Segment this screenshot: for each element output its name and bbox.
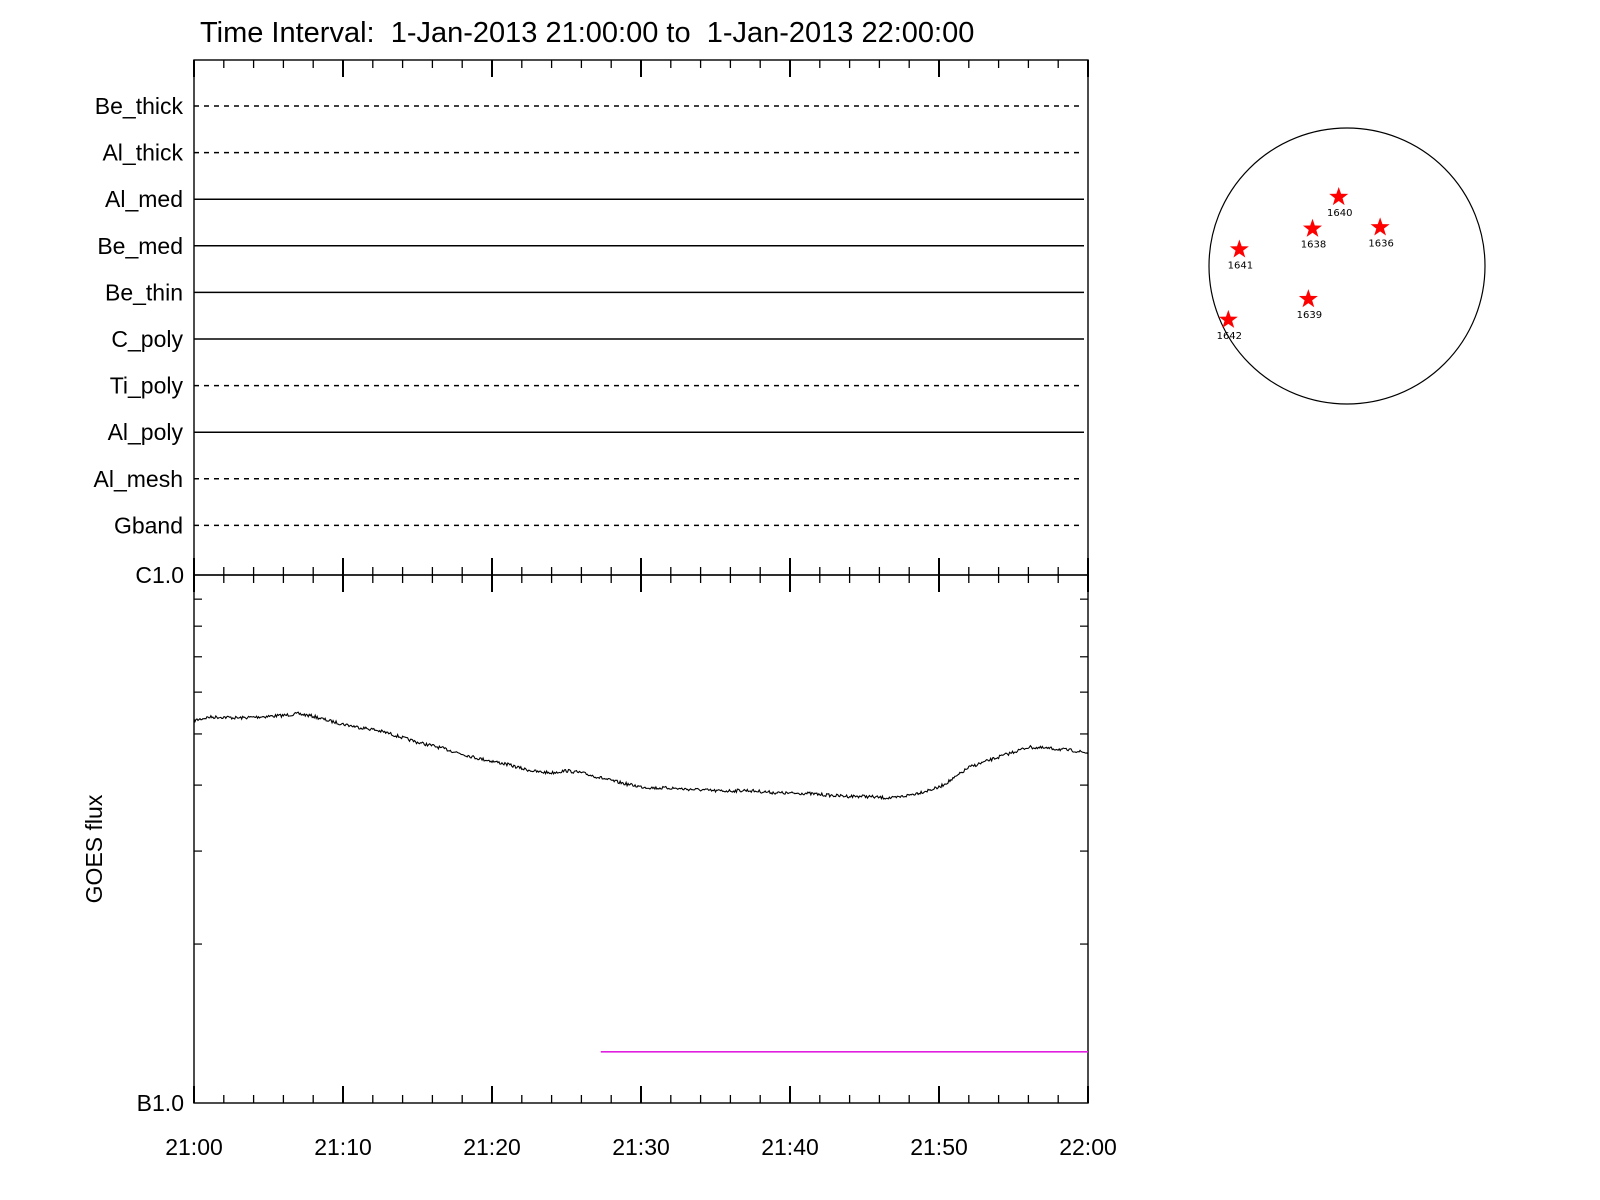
active-region-star (1329, 187, 1349, 206)
channel-label: Al_thick (102, 140, 183, 166)
goes-flux-line (193, 711, 1089, 801)
channel-lines (194, 105, 1084, 527)
active-region-star (1370, 217, 1390, 236)
goes-panel-frame (193, 574, 1089, 1104)
channel-panel: Be_thick Al_thick Al_med Be_med Be_thin C_pol… (94, 59, 1089, 576)
x-tick-label: 22:00 (1059, 1134, 1117, 1160)
solar-disk: 1640 1638 1636 1641 1639 1642 (1208, 127, 1486, 405)
channel-label: Al_poly (108, 419, 184, 445)
x-tick-label: 21:10 (314, 1134, 372, 1160)
y-tick-labels: B1.0 C1.0 (135, 562, 184, 1116)
channel-label: C_poly (111, 326, 183, 352)
channel-label: Be_thin (105, 279, 183, 305)
channel-label: Ti_poly (110, 373, 184, 399)
active-region-star (1229, 239, 1249, 258)
channel-label: Al_med (105, 186, 183, 212)
channel-labels: Be_thick Al_thick Al_med Be_med Be_thin C_pol… (94, 93, 184, 538)
active-region-label: 1638 (1301, 240, 1326, 251)
goes-panel: 21:00 21:10 21:20 21:30 21:40 21:50 22:00 B1.0… (81, 562, 1117, 1160)
channel-label: Al_mesh (94, 466, 183, 492)
active-regions: 1640 1638 1636 1641 1639 1642 (1217, 187, 1394, 342)
channel-label: Gband (114, 512, 183, 538)
x-tick-label: 21:40 (761, 1134, 819, 1160)
solar-disk-limb (1208, 127, 1486, 405)
active-region-label: 1640 (1327, 208, 1352, 219)
goes-panel-ticks (193, 575, 1089, 1103)
channel-panel-ticks (193, 60, 1089, 575)
x-tick-labels: 21:00 21:10 21:20 21:30 21:40 21:50 22:00 (165, 1134, 1117, 1160)
x-tick-label: 21:20 (463, 1134, 521, 1160)
channel-label: Be_thick (95, 93, 184, 119)
active-region-star (1302, 218, 1323, 237)
x-tick-label: 21:00 (165, 1134, 223, 1160)
x-tick-label: 21:50 (910, 1134, 968, 1160)
active-region-label: 1636 (1368, 238, 1393, 249)
active-region-label: 1639 (1297, 310, 1322, 321)
y-tick-label: C1.0 (135, 562, 184, 588)
active-region-star (1218, 309, 1238, 328)
goes-series (193, 711, 1089, 1053)
y-axis-label: GOES flux (81, 794, 107, 903)
y-tick-label: B1.0 (137, 1090, 184, 1116)
chart-title: Time Interval: 1-Jan-2013 21:00:00 to 1-… (200, 17, 974, 49)
x-tick-label: 21:30 (612, 1134, 670, 1160)
channel-label: Be_med (97, 233, 183, 259)
active-region-label: 1641 (1228, 260, 1253, 271)
channel-panel-frame (193, 59, 1089, 576)
active-region-label: 1642 (1217, 331, 1242, 342)
active-region-star (1298, 289, 1318, 308)
